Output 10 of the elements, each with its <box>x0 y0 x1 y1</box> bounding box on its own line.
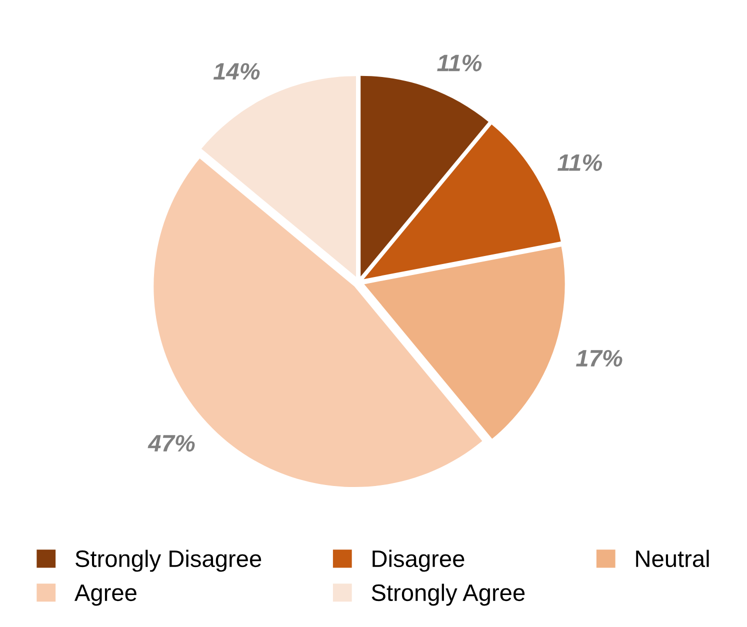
data-label: 11% <box>558 154 602 171</box>
data-label: 11% <box>437 54 482 72</box>
legend-label: Disagree <box>372 550 464 572</box>
legend-label: Strongly Disagree <box>76 550 262 572</box>
data-label: 17% <box>576 350 622 367</box>
legend-label: Strongly Agree <box>372 584 525 606</box>
legend-label: Agree <box>74 584 136 606</box>
data-label: 47% <box>148 435 195 452</box>
data-label: 14% <box>213 63 260 80</box>
legend-label: Neutral <box>636 550 709 568</box>
